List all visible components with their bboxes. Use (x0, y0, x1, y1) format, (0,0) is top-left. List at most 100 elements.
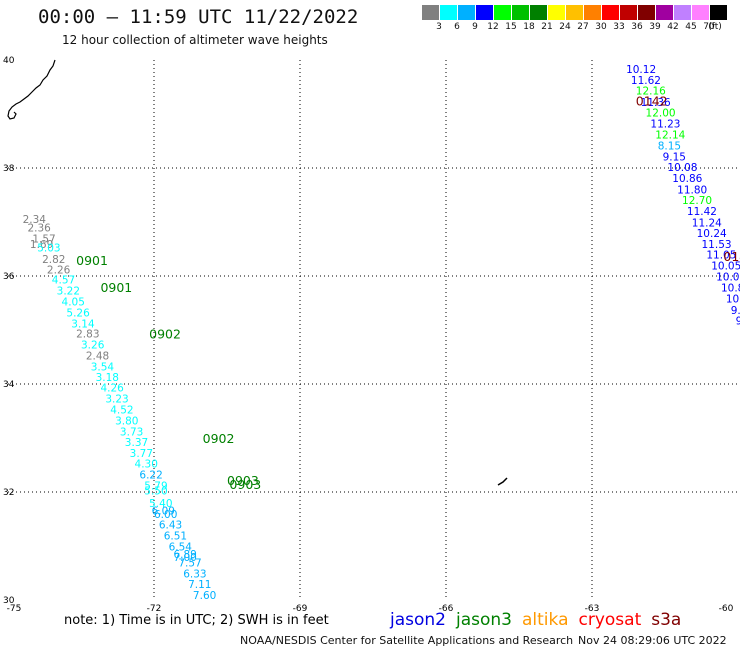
swh-value: 4.30 (135, 459, 158, 471)
axis-labels: -75 -72 -69 -66 -63 -60 40 38 36 34 32 30 (3, 56, 734, 614)
swh-value: 6.22 (139, 470, 162, 482)
swh-value: 6.89 (173, 549, 196, 561)
swh-value: 3.26 (81, 339, 105, 351)
swh-value: 6.54 (169, 541, 193, 553)
lon-tick-label: -66 (439, 604, 454, 614)
lat-tick-label: 36 (3, 272, 15, 282)
swh-value: 1.57 (32, 234, 55, 246)
scale-label: 12 (487, 22, 499, 32)
map-title: 00:00 – 11:59 UTC 11/22/2022 (38, 6, 359, 28)
swh-value: 10.12 (626, 64, 656, 76)
swh-value: 2.83 (76, 329, 99, 341)
pass-time-label: 0141 (723, 249, 740, 264)
pass-time-label: 0902 (149, 327, 181, 342)
swh-value: 12.70 (682, 195, 712, 207)
swh-value: 11.23 (650, 119, 680, 131)
scale-unit: (ft) (708, 22, 722, 32)
swh-value: 6.09 (152, 506, 175, 518)
swh-value: 11.36 (641, 97, 671, 109)
swh-value: 6.33 (183, 568, 206, 580)
swh-value: 10.86 (672, 173, 702, 185)
scale-swatch (674, 5, 692, 20)
scale-label: 36 (631, 22, 643, 32)
scale-label: 6 (454, 22, 460, 32)
pass-time-label: 0901 (100, 280, 132, 295)
scale-label: 9 (472, 22, 478, 32)
scale-label: 39 (649, 22, 661, 32)
swh-value: 5.79 (144, 480, 167, 492)
swh-value: 7.11 (188, 579, 211, 591)
swh-value: 3.23 (105, 393, 128, 405)
swh-value: 3.18 (96, 372, 119, 384)
scale-swatch (530, 5, 548, 20)
scale-label: 27 (577, 22, 589, 32)
swh-value: 5.40 (149, 498, 172, 510)
scale-label: 21 (541, 22, 553, 32)
swh-value: 6.51 (164, 531, 187, 543)
scale-label: 24 (559, 22, 571, 32)
scale-label: 3 (436, 22, 442, 32)
swh-value: 5.50 (144, 486, 167, 498)
swh-value: 11.24 (692, 217, 722, 229)
scale-label: 42 (667, 22, 679, 32)
swh-value: 7.60 (193, 590, 216, 602)
credit-text: NOAA/NESDIS Center for Satellite Applica… (240, 634, 574, 647)
scale-swatch (620, 5, 638, 20)
scale-label: 70 (703, 22, 715, 32)
scale-swatch (512, 5, 530, 20)
swh-value: 9.71 (736, 316, 740, 328)
lat-tick-label: 32 (3, 488, 14, 498)
swh-value: 7.00 (173, 552, 196, 564)
swh-value: 4.05 (62, 297, 85, 309)
lon-tick-label: -75 (7, 604, 22, 614)
scale-swatch (656, 5, 674, 20)
lat-lon-grid (8, 60, 738, 600)
swh-value: 6.00 (154, 509, 177, 521)
swh-value: 10.04 (716, 271, 740, 283)
swh-value: 2.82 (42, 254, 65, 266)
lon-tick-label: -69 (293, 604, 308, 614)
swh-value: 4.26 (100, 383, 124, 395)
swh-value: 3.14 (71, 318, 95, 330)
satellite-legend-item: altika (522, 610, 569, 630)
satellite-legend-item: jason3 (456, 610, 512, 630)
swh-value: 12.14 (655, 129, 685, 141)
scale-swatch (458, 5, 476, 20)
scale-label: 45 (685, 22, 697, 32)
lon-tick-label: -72 (147, 604, 162, 614)
scale-label: 18 (523, 22, 535, 32)
scale-label: 33 (613, 22, 625, 32)
swh-value: 2.26 (47, 264, 71, 276)
swh-value: 3.73 (120, 426, 143, 438)
swh-value: 11.53 (702, 239, 732, 251)
swh-value: 3.37 (125, 437, 148, 449)
satellite-legend-item: cryosat (578, 610, 642, 630)
swh-value: 2.48 (86, 351, 109, 363)
pass-time-label: 0142 (636, 93, 668, 108)
lat-tick-label: 30 (3, 596, 15, 606)
scale-swatch (548, 5, 566, 20)
scale-swatch (584, 5, 602, 20)
swh-value: 11.80 (677, 184, 707, 196)
scale-swatch (692, 5, 710, 20)
scale-swatch (476, 5, 494, 20)
swh-value: 11.62 (631, 75, 661, 87)
scale-label: 30 (595, 22, 607, 32)
swh-value: 12.00 (646, 108, 676, 120)
lon-tick-label: -63 (585, 604, 600, 614)
coastline-east-us (7, 59, 56, 120)
swh-value: 10.83 (721, 283, 740, 295)
swh-value: 10.08 (667, 162, 697, 174)
swh-value: 3.22 (57, 285, 80, 297)
swh-value: 12.16 (636, 86, 666, 98)
swh-value: 7.57 (178, 558, 201, 570)
swh-value: 10.24 (697, 228, 727, 240)
altimeter-tracks: 2.342.361.571.695.032.822.264.573.224.05… (23, 64, 740, 602)
swh-value: 9.15 (663, 151, 686, 163)
island-bermuda (497, 477, 508, 486)
swh-value: 1.69 (30, 239, 53, 251)
swh-value: 11.42 (687, 206, 717, 218)
lat-tick-label: 40 (3, 56, 15, 66)
swh-value: 4.52 (110, 405, 133, 417)
